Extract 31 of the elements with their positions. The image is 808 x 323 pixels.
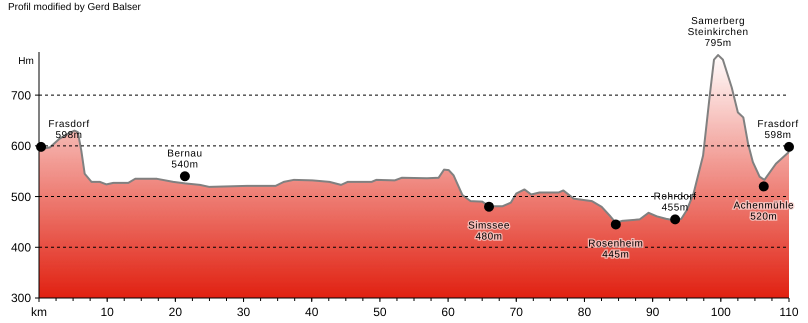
y-tick-label: 500 <box>10 190 32 204</box>
y-tick-label: 600 <box>10 139 32 154</box>
x-tick-label: 110 <box>779 305 799 319</box>
x-tick-label: 20 <box>168 305 182 319</box>
point <box>180 171 190 182</box>
y-tick-label: 400 <box>10 240 32 254</box>
x-tick-label: 40 <box>305 305 319 319</box>
x-tick-label: 90 <box>646 305 660 319</box>
point <box>484 202 494 212</box>
x-tick-label: km <box>31 305 47 319</box>
x-tick-label: 60 <box>441 305 456 319</box>
point <box>670 214 680 224</box>
y-axis-title: Hm <box>18 56 34 67</box>
point <box>784 142 794 152</box>
x-tick-label: 10 <box>100 305 114 319</box>
x-tick-label: 70 <box>510 305 524 319</box>
y-tick-label: 300 <box>10 291 32 306</box>
annotation: Frasdorf 598m <box>757 118 799 141</box>
annotation: Rosenheim 445m <box>588 238 644 260</box>
x-tick-label: 80 <box>578 305 592 319</box>
annotation: Bernau 540m <box>167 148 203 170</box>
annotation: Samerberg Steinkirchen 795m <box>688 16 749 50</box>
x-tick-label: 100 <box>710 305 732 319</box>
point <box>610 219 621 230</box>
point <box>758 181 769 192</box>
chart-title: Profil modified by Gerd Balser <box>8 2 142 13</box>
annotation: Simssee 480m <box>468 220 510 243</box>
x-tick-label: 30 <box>236 305 251 319</box>
y-tick-label: 700 <box>10 88 32 102</box>
annotation: Frasdorf 598m <box>48 118 90 141</box>
x-tick-label: 50 <box>373 305 387 319</box>
